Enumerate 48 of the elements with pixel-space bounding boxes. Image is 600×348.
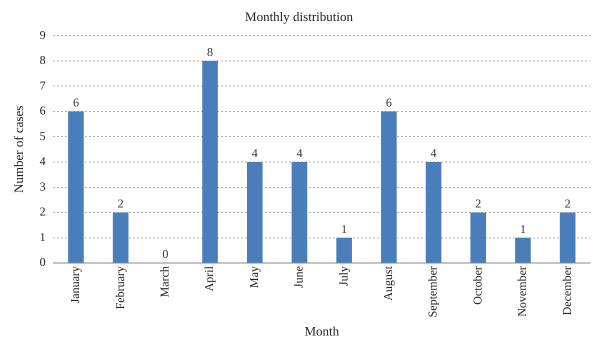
y-axis-title: Number of cases [11, 106, 26, 194]
data-label: 4 [430, 146, 437, 160]
x-tick-label: September [426, 266, 440, 318]
data-label: 1 [341, 222, 348, 236]
data-label: 0 [162, 247, 168, 262]
y-tick-label: 6 [40, 104, 46, 118]
x-tick-label: June [292, 266, 306, 288]
y-tick-label: 7 [40, 78, 46, 92]
data-label: 4 [252, 146, 258, 160]
data-label: 2 [118, 196, 124, 211]
x-tick-label: February [112, 266, 127, 310]
bar [112, 212, 128, 263]
data-label: 4 [296, 146, 302, 160]
bar [515, 238, 531, 263]
bar [292, 162, 308, 263]
bar [246, 162, 263, 263]
x-tick-label: December [560, 266, 574, 316]
x-tick-label: August [381, 265, 396, 301]
data-label: 1 [520, 222, 526, 236]
data-label: 6 [72, 96, 79, 110]
chart-title: Monthly distribution [245, 9, 354, 24]
data-label: 6 [386, 96, 392, 110]
bar [381, 111, 397, 263]
bar [202, 60, 218, 263]
bar [426, 162, 442, 263]
data-label: 2 [564, 196, 571, 211]
bar [68, 111, 84, 263]
bar [336, 238, 352, 263]
y-tick-label: 9 [40, 28, 46, 42]
x-tick-label: January [68, 266, 82, 304]
y-tick-label: 2 [40, 204, 46, 219]
y-tick-label: 5 [40, 128, 46, 143]
data-label: 2 [475, 196, 482, 211]
y-tick-label: 0 [40, 255, 46, 270]
x-tick-label: July [336, 266, 350, 286]
x-tick-label: October [470, 266, 484, 305]
x-tick-label: March [158, 266, 172, 298]
x-tick-label: April [202, 265, 216, 292]
data-label: 8 [207, 45, 214, 60]
x-tick-label: November [515, 266, 530, 317]
y-tick-label: 4 [40, 154, 46, 168]
y-tick-label: 1 [40, 230, 46, 244]
x-tick-label: May [246, 266, 261, 288]
bar [470, 212, 486, 263]
bar [560, 212, 576, 263]
y-tick-label: 3 [40, 179, 46, 194]
x-axis-title: Month [304, 324, 340, 339]
y-tick-label: 8 [40, 53, 46, 68]
